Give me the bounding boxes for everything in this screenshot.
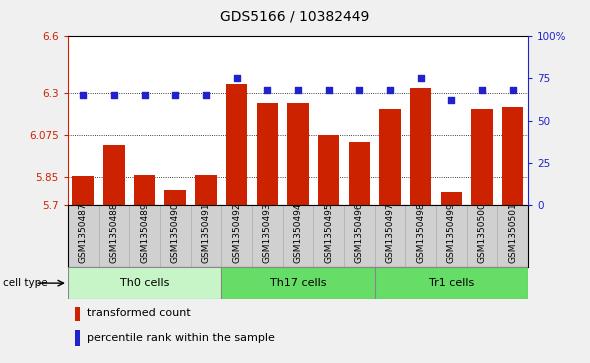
Point [140,93,149,98]
Text: transformed count: transformed count [87,308,191,318]
Point [263,87,272,93]
Bar [103,145,124,205]
Bar [287,103,309,205]
Point [324,87,333,93]
Bar [349,142,370,205]
Point [385,87,395,93]
Point [78,93,88,98]
Text: cell type: cell type [3,278,48,288]
Bar [441,192,462,205]
Point [109,93,119,98]
Point [416,76,425,81]
Point [171,93,180,98]
Point [447,98,456,103]
Bar [195,175,217,205]
Bar [221,267,375,299]
Text: GDS5166 / 10382449: GDS5166 / 10382449 [220,9,370,23]
Bar [471,109,493,205]
Bar [165,190,186,205]
Bar [257,103,278,205]
Bar [75,305,80,321]
Bar [226,84,247,205]
Bar [318,135,339,205]
Bar [410,88,431,205]
Point [201,93,211,98]
Point [293,87,303,93]
Text: Tr1 cells: Tr1 cells [429,278,474,288]
Text: Th0 cells: Th0 cells [120,278,169,288]
Text: percentile rank within the sample: percentile rank within the sample [87,333,275,343]
Point [232,76,241,81]
Bar [502,107,523,205]
Bar [134,175,155,205]
Bar [375,267,528,299]
Bar [75,330,80,346]
Bar [68,267,221,299]
Point [508,87,517,93]
Point [355,87,364,93]
Point [477,87,487,93]
Text: Th17 cells: Th17 cells [270,278,326,288]
Bar [379,109,401,205]
Bar [73,176,94,205]
